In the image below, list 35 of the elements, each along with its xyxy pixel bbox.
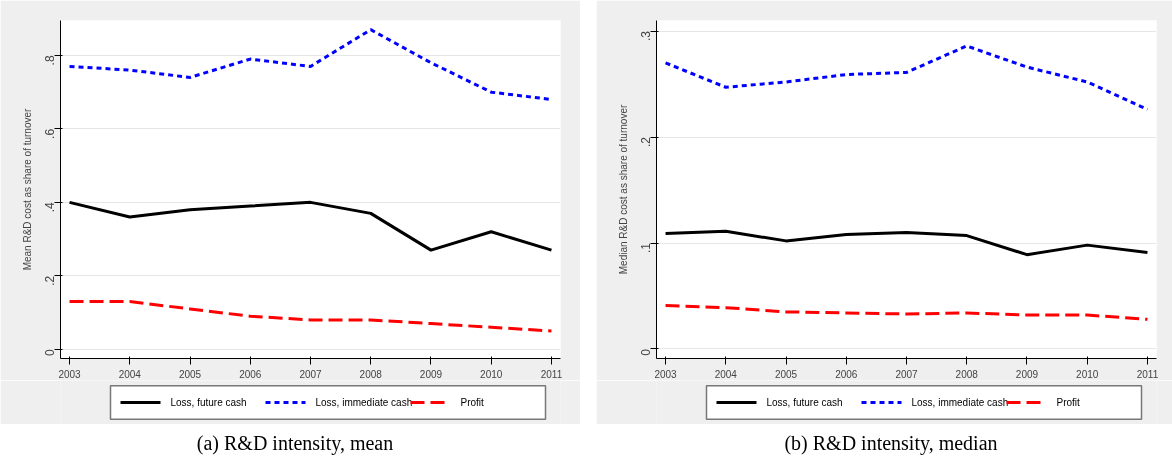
legend-label: Profit <box>1056 397 1081 408</box>
x-tick-label: 2006 <box>239 368 262 380</box>
x-tick-label: 2011 <box>540 368 563 380</box>
x-tick-label: 2005 <box>178 368 202 380</box>
y-tick-label: 0 <box>43 348 57 356</box>
legend-label: Loss, future cash <box>766 397 843 408</box>
x-tick-label: 2004 <box>118 368 142 380</box>
x-tick-label: 2009 <box>419 368 443 380</box>
text: (a) R&D intensity, mean <box>196 431 394 457</box>
x-tick-label: 2006 <box>835 368 858 380</box>
y-tick-label: .2 <box>639 136 653 148</box>
y-tick-label: .3 <box>639 30 653 42</box>
y-tick-label: .4 <box>43 202 57 213</box>
x-tick-label: 2003 <box>58 368 82 380</box>
x-tick-label: 2010 <box>1076 368 1099 380</box>
y-tick-label: .2 <box>43 275 57 286</box>
x-tick-label: 2011 <box>1136 368 1159 380</box>
text: (b) R&D intensity, median <box>784 431 998 457</box>
x-tick-label: 2003 <box>654 368 678 380</box>
x-tick-label: 2004 <box>714 368 738 380</box>
x-tick-label: 2009 <box>1015 368 1039 380</box>
x-tick-label: 2007 <box>299 368 323 380</box>
legend-label: Profit <box>460 397 485 408</box>
y-tick-label: .6 <box>43 128 57 139</box>
x-tick-label: 2005 <box>774 368 798 380</box>
x-tick-label: 2008 <box>359 368 383 380</box>
legend-label: Loss, future cash <box>170 397 247 408</box>
x-tick-label: 2010 <box>480 368 503 380</box>
x-tick-label: 2008 <box>955 368 979 380</box>
y-tick-label: .8 <box>43 55 57 66</box>
y-axis-title: Mean R&D cost as share of turnover <box>21 107 33 271</box>
x-tick-label: 2007 <box>895 368 919 380</box>
y-axis-title: Median R&D cost as share of turnover <box>617 104 629 275</box>
y-tick-label: .1 <box>639 242 653 254</box>
y-tick-label: 0 <box>639 348 653 356</box>
